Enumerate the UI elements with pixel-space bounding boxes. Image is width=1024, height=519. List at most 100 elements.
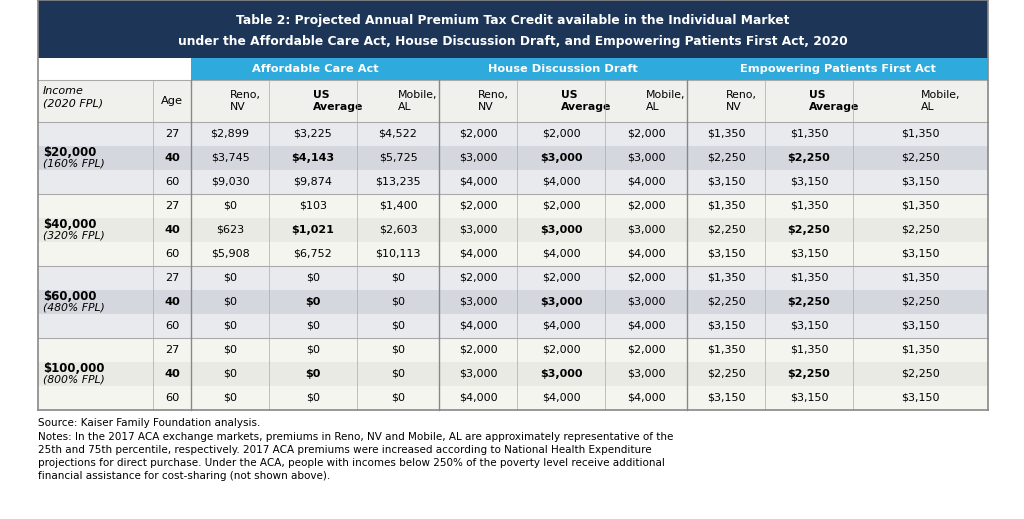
Text: $2,000: $2,000 [627, 201, 666, 211]
Text: 60: 60 [165, 249, 179, 259]
Text: $3,150: $3,150 [707, 393, 745, 403]
Text: $3,000: $3,000 [459, 369, 498, 379]
Text: $3,150: $3,150 [901, 393, 940, 403]
Bar [38, 290, 988, 314]
Text: $1,350: $1,350 [707, 201, 745, 211]
Text: $3,000: $3,000 [540, 153, 583, 163]
Text: $3,000: $3,000 [540, 369, 583, 379]
Text: $1,350: $1,350 [707, 273, 745, 283]
Text: $2,000: $2,000 [459, 345, 498, 355]
Text: $3,000: $3,000 [627, 225, 666, 235]
Text: Reno,
NV: Reno, NV [726, 90, 757, 112]
Text: $2,250: $2,250 [901, 297, 940, 307]
Text: $4,000: $4,000 [627, 249, 666, 259]
Text: Reno,
NV: Reno, NV [230, 90, 261, 112]
Text: $4,000: $4,000 [459, 249, 498, 259]
Text: $3,150: $3,150 [790, 249, 828, 259]
Text: $0: $0 [223, 393, 237, 403]
Text: $5,725: $5,725 [379, 153, 418, 163]
Text: $2,000: $2,000 [627, 273, 666, 283]
Text: $2,250: $2,250 [707, 225, 745, 235]
Text: $4,000: $4,000 [542, 249, 581, 259]
Text: $3,000: $3,000 [459, 225, 498, 235]
Text: $2,603: $2,603 [379, 225, 418, 235]
Text: Affordable Care Act: Affordable Care Act [252, 64, 378, 74]
Text: $6,752: $6,752 [294, 249, 333, 259]
Bar [38, 314, 988, 338]
Bar [38, 146, 988, 170]
Text: 27: 27 [165, 273, 179, 283]
Text: $2,250: $2,250 [787, 369, 830, 379]
Text: $0: $0 [223, 369, 237, 379]
Bar [38, 194, 988, 218]
Text: $2,250: $2,250 [707, 369, 745, 379]
Text: (480% FPL): (480% FPL) [43, 303, 104, 313]
Text: $40,000: $40,000 [43, 218, 96, 231]
Text: 27: 27 [165, 129, 179, 139]
Text: $623: $623 [216, 225, 244, 235]
Text: $1,350: $1,350 [790, 273, 828, 283]
Text: $0: $0 [305, 297, 321, 307]
Text: $0: $0 [391, 345, 406, 355]
Text: Notes: In the 2017 ACA exchange markets, premiums in Reno, NV and Mobile, AL are: Notes: In the 2017 ACA exchange markets,… [38, 432, 674, 442]
Text: $4,143: $4,143 [292, 153, 335, 163]
Text: $2,250: $2,250 [901, 153, 940, 163]
Text: $2,000: $2,000 [542, 273, 581, 283]
Text: $3,000: $3,000 [627, 369, 666, 379]
Text: $20,000: $20,000 [43, 146, 96, 159]
Text: $0: $0 [391, 321, 406, 331]
Text: $5,908: $5,908 [211, 249, 250, 259]
Text: US
Average: US Average [561, 90, 611, 112]
Bar [38, 338, 988, 362]
Text: US
Average: US Average [313, 90, 364, 112]
Text: $3,000: $3,000 [540, 225, 583, 235]
Text: $0: $0 [223, 201, 237, 211]
Text: $3,150: $3,150 [707, 249, 745, 259]
Text: 60: 60 [165, 321, 179, 331]
Text: Reno,
NV: Reno, NV [478, 90, 509, 112]
Text: $1,350: $1,350 [790, 345, 828, 355]
Text: $3,000: $3,000 [459, 297, 498, 307]
Text: Mobile,
AL: Mobile, AL [921, 90, 961, 112]
Text: $1,350: $1,350 [790, 201, 828, 211]
Bar [38, 386, 988, 410]
Text: $0: $0 [306, 321, 319, 331]
Text: $3,000: $3,000 [459, 153, 498, 163]
Text: $4,000: $4,000 [542, 177, 581, 187]
Text: House Discussion Draft: House Discussion Draft [488, 64, 638, 74]
Text: (160% FPL): (160% FPL) [43, 159, 104, 169]
Text: 40: 40 [164, 153, 180, 163]
Text: $2,000: $2,000 [542, 129, 581, 139]
Bar [38, 80, 988, 122]
Text: $4,000: $4,000 [627, 393, 666, 403]
Text: $0: $0 [391, 297, 406, 307]
Text: $10,113: $10,113 [375, 249, 421, 259]
Text: Age: Age [161, 96, 183, 106]
Text: 60: 60 [165, 393, 179, 403]
Text: $3,000: $3,000 [627, 297, 666, 307]
Text: $2,000: $2,000 [459, 129, 498, 139]
Text: $3,150: $3,150 [707, 177, 745, 187]
Bar [38, 0, 988, 58]
Text: $2,000: $2,000 [542, 345, 581, 355]
Text: $0: $0 [306, 393, 319, 403]
Text: 27: 27 [165, 201, 179, 211]
Text: $2,250: $2,250 [787, 153, 830, 163]
Text: $0: $0 [306, 273, 319, 283]
Text: $1,350: $1,350 [901, 273, 940, 283]
Text: under the Affordable Care Act, House Discussion Draft, and Empowering Patients F: under the Affordable Care Act, House Dis… [178, 35, 848, 48]
Text: $3,745: $3,745 [211, 153, 250, 163]
Text: US
Average: US Average [809, 90, 859, 112]
Text: $3,150: $3,150 [901, 249, 940, 259]
Bar [38, 170, 988, 194]
Text: $1,021: $1,021 [292, 225, 335, 235]
Text: Source: Kaiser Family Foundation analysis.: Source: Kaiser Family Foundation analysi… [38, 418, 260, 428]
Text: $1,400: $1,400 [379, 201, 418, 211]
Text: $4,000: $4,000 [459, 393, 498, 403]
Text: $4,522: $4,522 [379, 129, 418, 139]
Text: $0: $0 [305, 369, 321, 379]
Text: $2,250: $2,250 [707, 297, 745, 307]
Text: Empowering Patients First Act: Empowering Patients First Act [739, 64, 936, 74]
Text: $3,150: $3,150 [901, 321, 940, 331]
Bar [38, 218, 988, 242]
